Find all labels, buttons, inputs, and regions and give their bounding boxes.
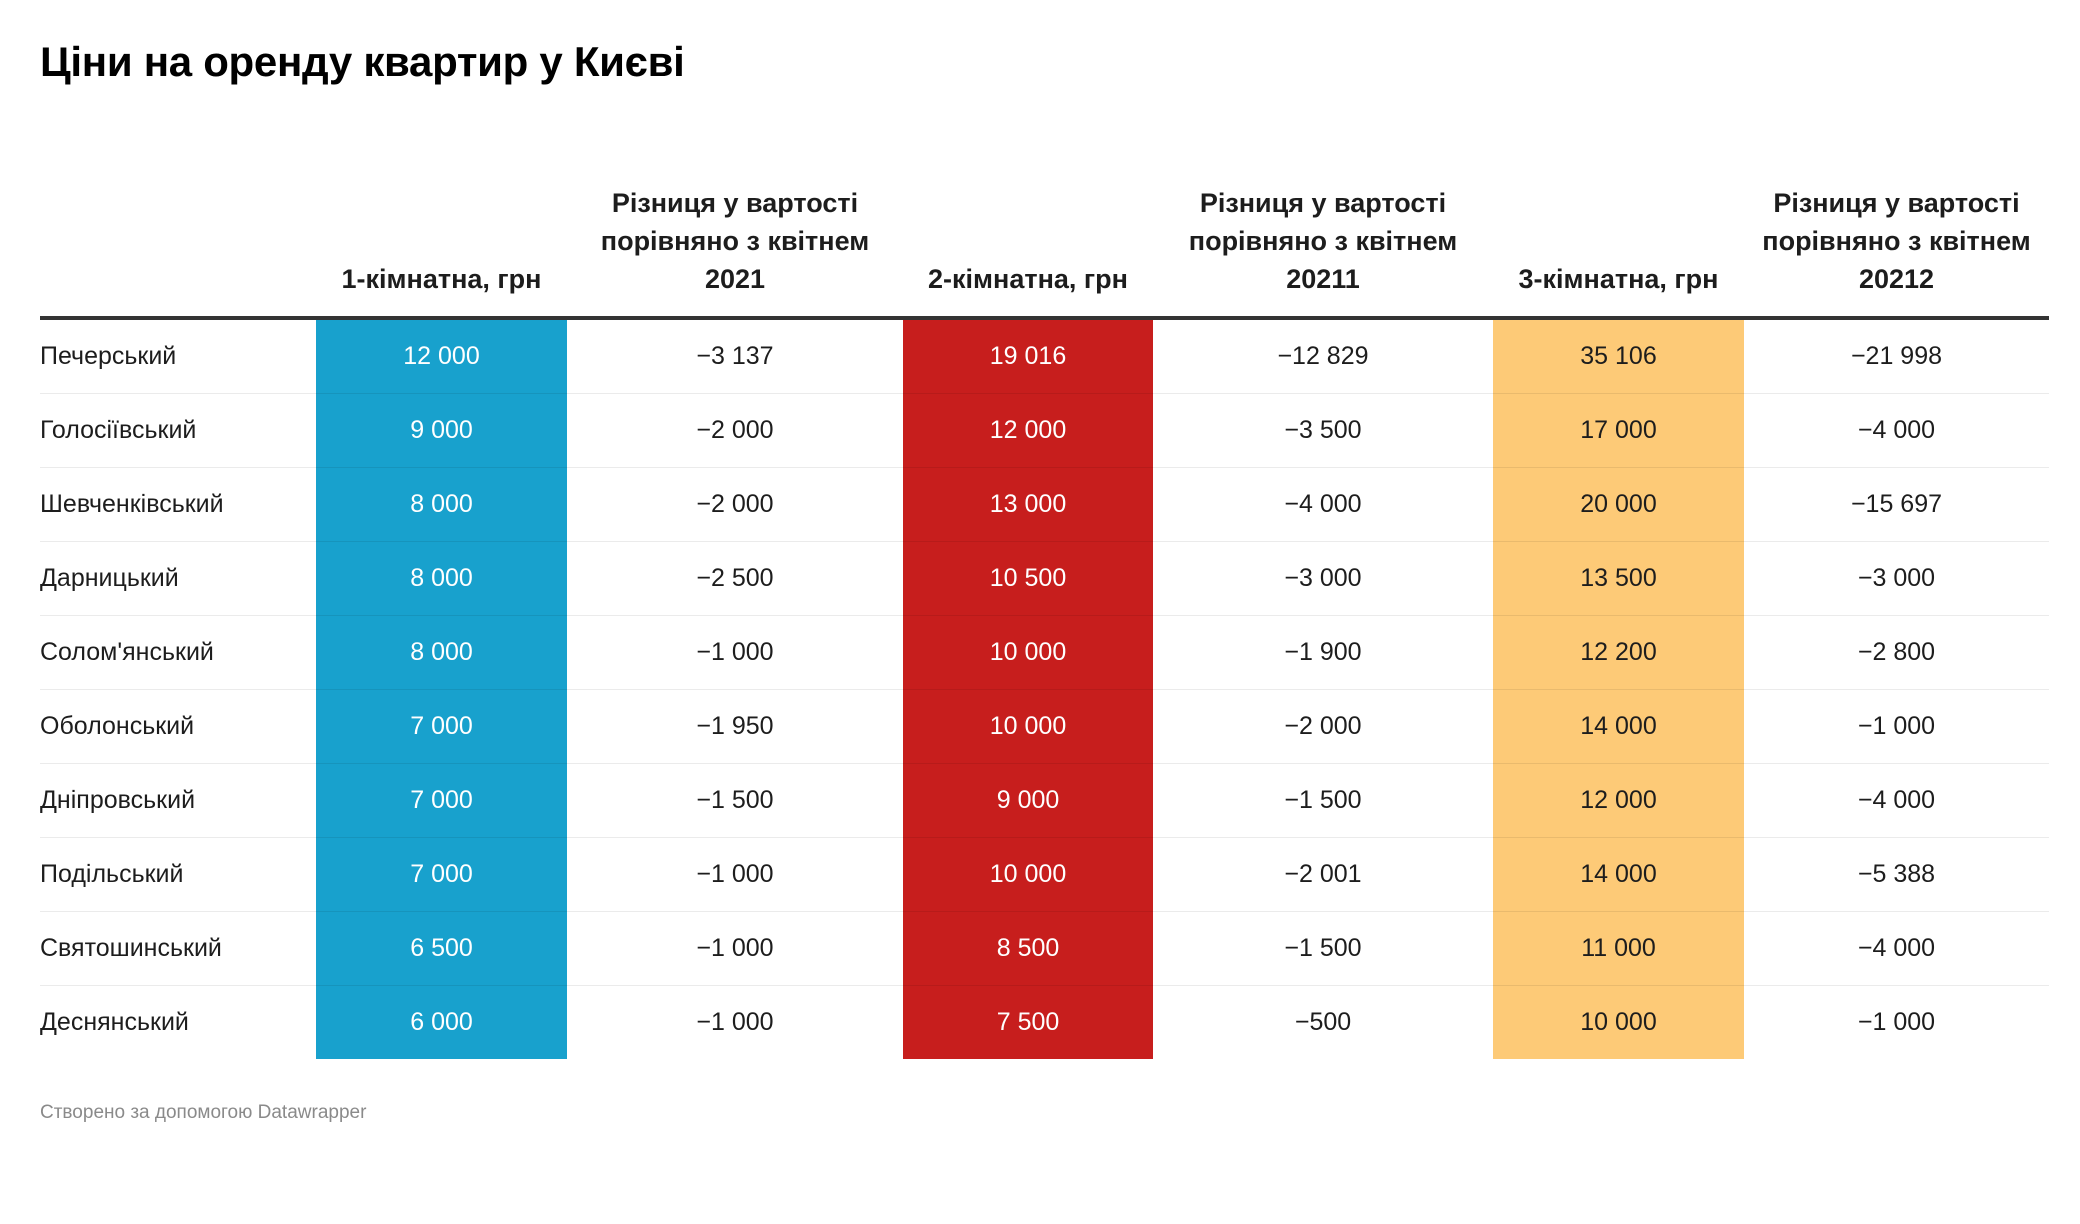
cell-two-room-price: 10 000: [903, 689, 1153, 764]
cell-three-room-price: 14 000: [1493, 837, 1744, 912]
cell-one-room-price: 8 000: [316, 541, 567, 616]
cell-district: Солом'янський: [40, 615, 316, 690]
cell-district: Подільський: [40, 837, 316, 912]
cell-two-room-diff: −1 900: [1153, 615, 1493, 690]
table-row: Голосіївський 9 000 −2 000 12 000 −3 500 17 0…: [40, 393, 2049, 468]
table-row: Святошинський 6 500 −1 000 8 500 −1 500 11 00…: [40, 911, 2049, 986]
cell-two-room-diff: −1 500: [1153, 763, 1493, 838]
cell-three-room-price: 12 000: [1493, 763, 1744, 838]
cell-district: Голосіївський: [40, 393, 316, 468]
rent-prices-table: 1-кімнатна, грн Різниця у вартості порівн…: [40, 140, 2049, 1059]
cell-district: Печерський: [40, 318, 316, 394]
cell-three-room-price: 17 000: [1493, 393, 1744, 468]
cell-one-room-diff: −1 000: [567, 615, 903, 690]
cell-district: Шевченківський: [40, 467, 316, 542]
cell-one-room-diff: −2 000: [567, 467, 903, 542]
cell-one-room-diff: −1 500: [567, 763, 903, 838]
cell-district: Оболонський: [40, 689, 316, 764]
cell-three-room-diff: −5 388: [1744, 837, 2049, 912]
table-row: Печерський 12 000 −3 137 19 016 −12 829 35 10…: [40, 318, 2049, 394]
table-row: Солом'янський 8 000 −1 000 10 000 −1 900 12 2…: [40, 615, 2049, 690]
cell-three-room-diff: −4 000: [1744, 393, 2049, 468]
cell-three-room-price: 12 200: [1493, 615, 1744, 690]
cell-one-room-diff: −1 000: [696, 1008, 774, 1036]
cell-three-room-price: 11 000: [1493, 911, 1744, 986]
cell-two-room-diff: −3 000: [1153, 541, 1493, 616]
cell-district: Святошинський: [40, 911, 316, 986]
table-row: Подільський 7 000 −1 000 10 000 −2 001 14 000…: [40, 837, 2049, 912]
cell-one-room-diff: −2 500: [567, 541, 903, 616]
cell-two-room-diff: −4 000: [1153, 467, 1493, 542]
cell-three-room-diff: −2 800: [1744, 615, 2049, 690]
cell-three-room-diff: −4 000: [1744, 911, 2049, 986]
cell-district: Деснянський: [40, 1008, 189, 1036]
cell-district: Дніпровський: [40, 763, 316, 838]
table-row: Дарницький 8 000 −2 500 10 500 −3 000 13 500−…: [40, 541, 2049, 616]
column-header-three-room-price: 3-кімнатна, грн: [1493, 140, 1744, 320]
cell-one-room-diff: −1 000: [567, 837, 903, 912]
column-header-one-room-price: 1-кімнатна, грн: [316, 140, 567, 320]
cell-three-room-price: 20 000: [1493, 467, 1744, 542]
cell-three-room-price: 35 106: [1493, 318, 1744, 394]
cell-one-room-price: 7 000: [316, 689, 567, 764]
cell-two-room-price: 7 500: [903, 985, 1153, 1059]
table-row: Шевченківський 8 000 −2 000 13 000 −4 000 20 …: [40, 467, 2049, 542]
cell-two-room-price: 12 000: [903, 393, 1153, 468]
column-header-two-room-price: 2-кімнатна, грн: [903, 140, 1153, 320]
cell-three-room-diff: −15 697: [1744, 467, 2049, 542]
cell-district: Дарницький: [40, 541, 316, 616]
cell-two-room-diff: −3 500: [1153, 393, 1493, 468]
cell-two-room-price: 13 000: [903, 467, 1153, 542]
cell-two-room-diff: −12 829: [1153, 318, 1493, 394]
cell-two-room-diff: −2 000: [1153, 689, 1493, 764]
cell-one-room-price: 7 000: [316, 837, 567, 912]
cell-three-room-diff: −21 998: [1744, 318, 2049, 394]
cell-three-room-diff: −1 000: [1744, 689, 2049, 764]
table-row: Дніпровський 7 000 −1 500 9 000 −1 500 12 000…: [40, 763, 2049, 838]
cell-one-room-price: 8 000: [316, 467, 567, 542]
cell-two-room-price: 10 000: [903, 837, 1153, 912]
cell-three-room-diff: −1 000: [1857, 1008, 1936, 1036]
cell-one-room-price: 12 000: [316, 318, 567, 394]
cell-one-room-price: 9 000: [316, 393, 567, 468]
chart-title: Ціни на оренду квартир у Києві: [40, 38, 685, 85]
cell-three-room-diff: −4 000: [1744, 763, 2049, 838]
cell-two-room-price: 8 500: [903, 911, 1153, 986]
cell-one-room-price: 6 000: [316, 985, 567, 1059]
cell-three-room-price: 13 500: [1493, 541, 1744, 616]
cell-three-room-price: 14 000: [1493, 689, 1744, 764]
column-header-one-room-diff: Різниця у вартості порівняно з квітнем 2…: [567, 140, 903, 320]
cell-two-room-price: 9 000: [903, 763, 1153, 838]
table-row: Деснянський 6 000 −1 000 7 500 −500 10 000 −1 …: [40, 985, 2049, 1059]
cell-two-room-price: 10 000: [903, 615, 1153, 690]
column-header-three-room-diff: Різниця у вартості порівняно з квітнем 2…: [1744, 140, 2049, 320]
cell-two-room-diff: −2 001: [1153, 837, 1493, 912]
cell-three-room-diff: −3 000: [1744, 541, 2049, 616]
cell-two-room-diff: −1 500: [1153, 911, 1493, 986]
cell-two-room-price: 19 016: [903, 318, 1153, 394]
column-header-district: [40, 140, 316, 320]
cell-two-room-diff: −500: [1294, 1008, 1352, 1036]
cell-one-room-price: 7 000: [316, 763, 567, 838]
column-header-two-room-diff: Різниця у вартості порівняно з квітнем 2…: [1153, 140, 1493, 320]
footer-credit: Створено за допомогою Datawrapper: [40, 1102, 367, 1123]
cell-one-room-price: 6 500: [316, 911, 567, 986]
cell-one-room-diff: −1 000: [567, 911, 903, 986]
cell-two-room-price: 10 500: [903, 541, 1153, 616]
cell-one-room-diff: −1 950: [567, 689, 903, 764]
cell-one-room-diff: −2 000: [567, 393, 903, 468]
header-row: 1-кімнатна, грн Різниця у вартості порівн…: [40, 140, 2049, 320]
cell-one-room-price: 8 000: [316, 615, 567, 690]
cell-one-room-diff: −3 137: [567, 318, 903, 394]
cell-three-room-price: 10 000: [1493, 985, 1744, 1059]
table-row: Оболонський 7 000 −1 950 10 000 −2 000 14 000…: [40, 689, 2049, 764]
